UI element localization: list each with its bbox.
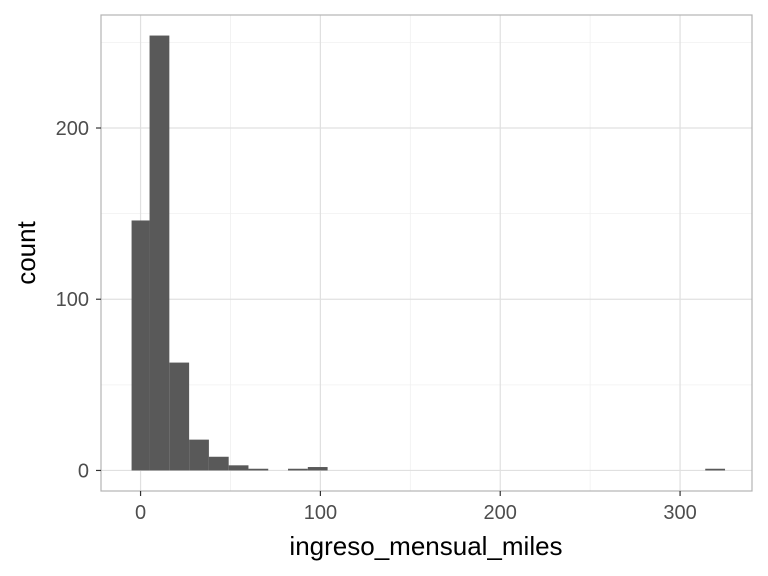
histogram-bar <box>189 439 209 471</box>
x-tick-label: 0 <box>135 502 146 524</box>
x-tick-label: 100 <box>304 502 337 524</box>
y-tick-label: 0 <box>78 460 89 482</box>
histogram-bar <box>228 465 249 471</box>
histogram-bar <box>248 468 269 471</box>
y-axis-title: count <box>11 220 41 284</box>
panel-border <box>100 14 753 492</box>
plot-background <box>101 15 752 491</box>
axis-ticks: 0 100 200 300 0 100 200 <box>56 118 697 524</box>
histogram-bar <box>288 468 308 471</box>
bars <box>131 35 726 471</box>
histogram-bar <box>149 35 170 471</box>
histogram-bar <box>169 362 190 471</box>
x-tick-label: 200 <box>484 502 517 524</box>
histogram-bar <box>131 220 150 471</box>
x-tick-label: 300 <box>663 502 696 524</box>
histogram-bar <box>705 468 726 471</box>
x-axis-title: ingreso_mensual_miles <box>289 531 562 561</box>
y-tick-label: 200 <box>56 118 89 140</box>
histogram-bar <box>307 467 328 471</box>
histogram-bar <box>208 456 229 471</box>
y-tick-label: 100 <box>56 289 89 311</box>
